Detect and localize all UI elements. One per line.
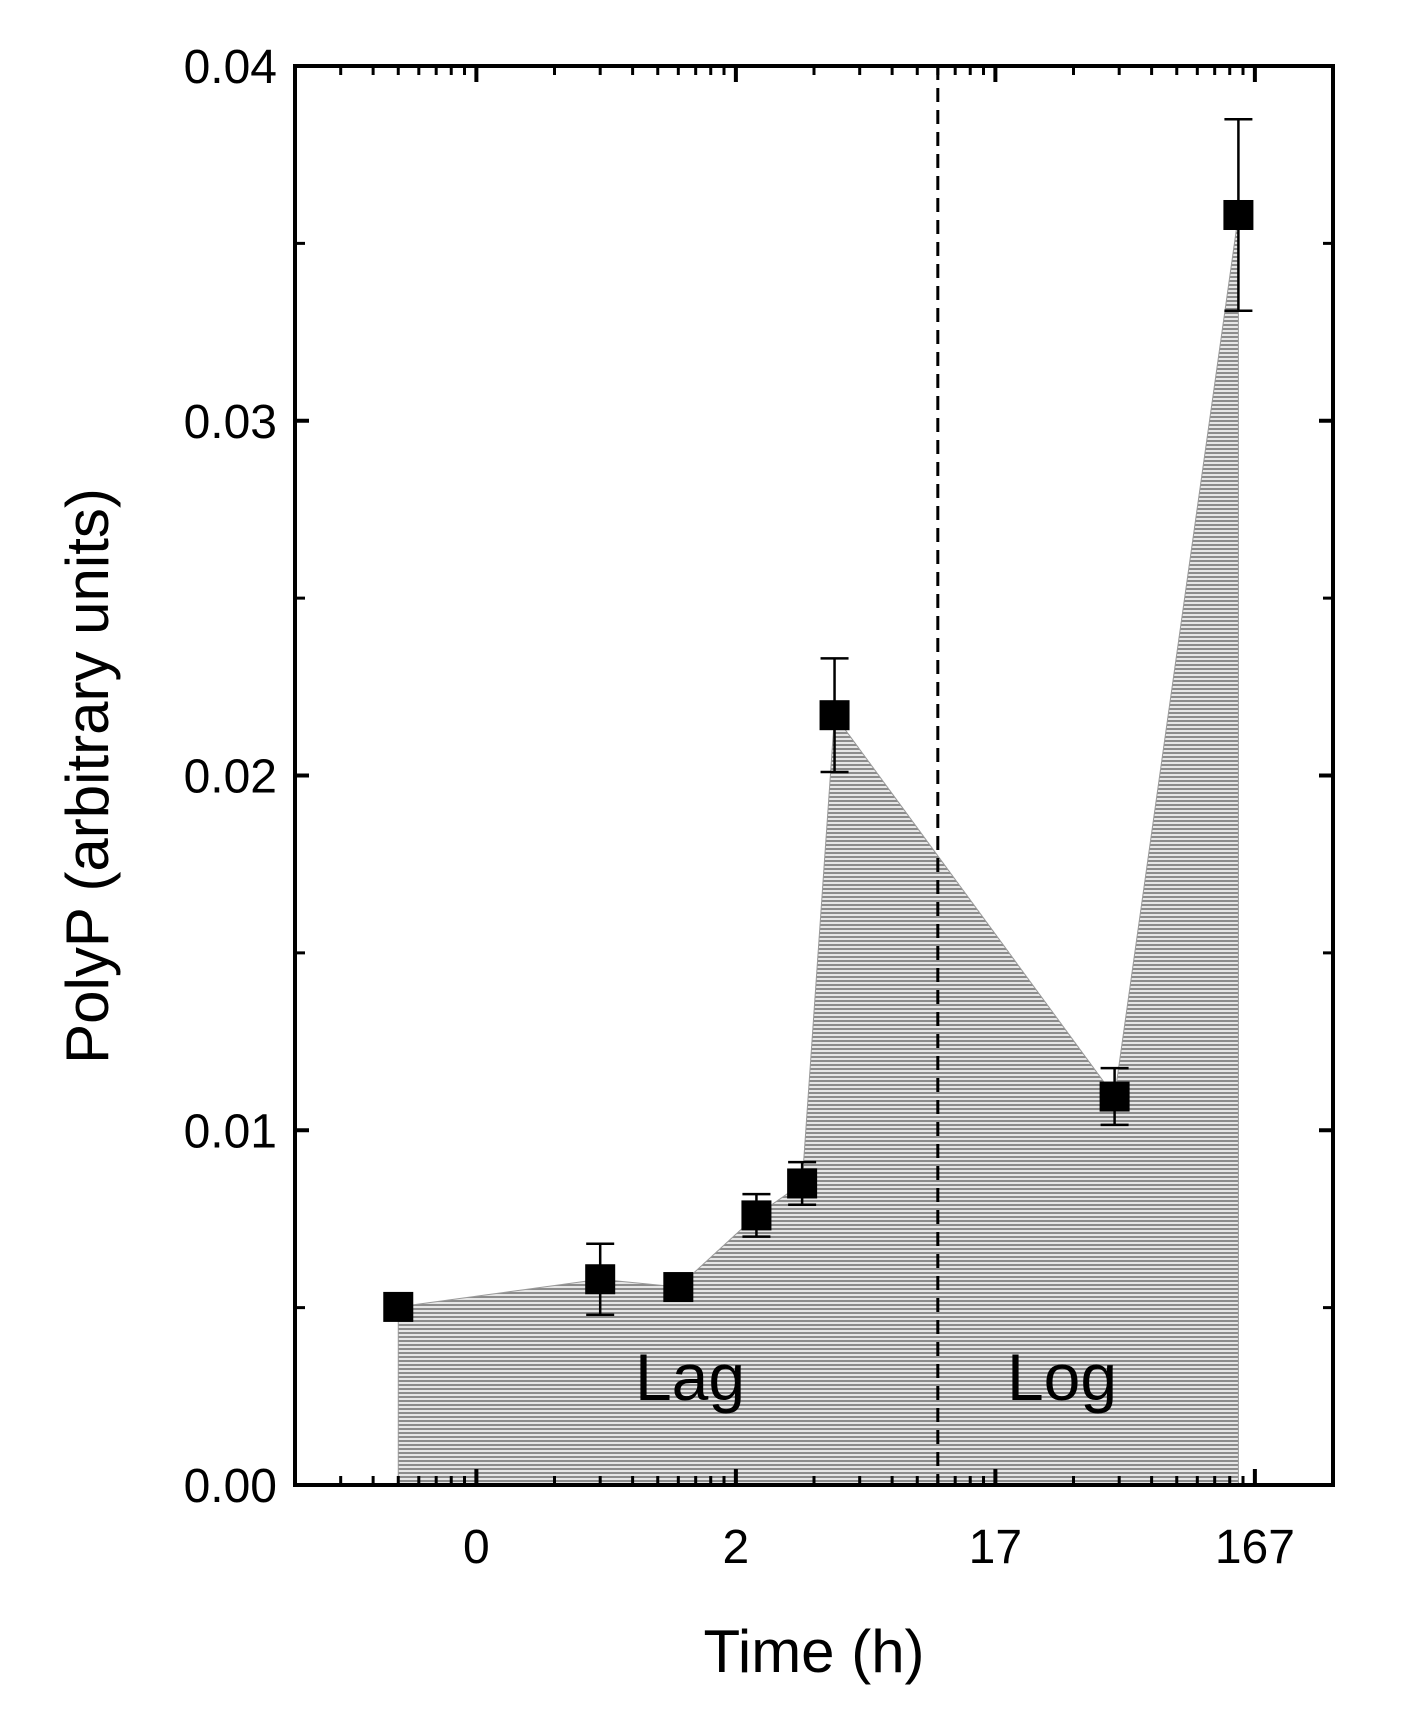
marker bbox=[1223, 199, 1254, 230]
y-tick-label: 0.03 bbox=[184, 396, 277, 449]
x-tick-label: 0 bbox=[463, 1521, 490, 1574]
y-axis-title: PolyP (arbitrary units) bbox=[54, 488, 121, 1064]
y-tick-label: 0.00 bbox=[184, 1460, 277, 1513]
marker bbox=[663, 1272, 694, 1303]
marker bbox=[585, 1264, 616, 1295]
x-axis-title: Time (h) bbox=[703, 1618, 924, 1685]
y-tick-label: 0.04 bbox=[184, 41, 277, 94]
x-tick-label: 17 bbox=[969, 1521, 1022, 1574]
x-tick-label: 167 bbox=[1215, 1521, 1295, 1574]
marker bbox=[383, 1291, 414, 1322]
marker bbox=[787, 1168, 818, 1199]
annotation: Log bbox=[1007, 1340, 1117, 1414]
marker bbox=[819, 700, 850, 731]
marker bbox=[741, 1200, 772, 1231]
marker bbox=[1099, 1081, 1130, 1112]
area bbox=[397, 214, 1239, 1486]
y-tick-label: 0.01 bbox=[184, 1105, 277, 1158]
y-tick-label: 0.02 bbox=[184, 751, 277, 804]
x-tick-label: 2 bbox=[723, 1521, 750, 1574]
annotation: Lag bbox=[635, 1340, 745, 1414]
